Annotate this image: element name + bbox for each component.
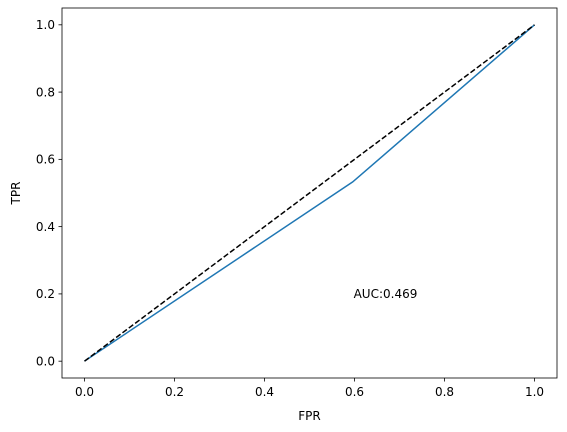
y-tick-label: 0.4 (36, 220, 55, 234)
x-tick-label: 0.2 (165, 385, 184, 399)
y-tick-label: 1.0 (36, 18, 55, 32)
x-tick-label: 0.6 (345, 385, 364, 399)
series-layer (84, 24, 535, 362)
y-tick-label: 0.6 (36, 153, 55, 167)
x-axis-ticks: 0.0 0.2 0.4 0.6 0.8 1.0 (75, 378, 544, 399)
reference-diagonal-line (84, 24, 535, 362)
x-tick-label: 1.0 (525, 385, 544, 399)
y-tick-label: 0.0 (36, 354, 55, 368)
y-tick-label: 0.8 (36, 85, 55, 99)
x-axis-label: FPR (298, 409, 320, 423)
x-tick-label: 0.8 (435, 385, 454, 399)
y-tick-label: 0.2 (36, 287, 55, 301)
auc-annotation: AUC:0.469 (354, 287, 418, 301)
y-axis-label: TPR (9, 182, 23, 206)
x-tick-label: 0.0 (75, 385, 94, 399)
plot-frame (61, 7, 558, 379)
roc-curve-line (84, 24, 535, 362)
x-tick-label: 0.4 (255, 385, 274, 399)
y-axis-ticks: 0.0 0.2 0.4 0.6 0.8 1.0 (36, 18, 62, 368)
annotation-layer: AUC:0.469 (354, 287, 418, 301)
